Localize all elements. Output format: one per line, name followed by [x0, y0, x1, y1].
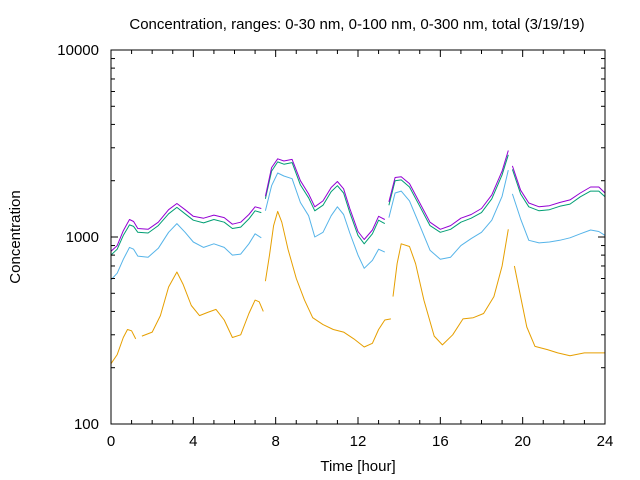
- series-2-line-segment-2: [388, 154, 509, 233]
- series-1-line-segment-2: [388, 169, 509, 260]
- x-tick-label: 20: [514, 433, 531, 450]
- plot-frame: [110, 49, 606, 425]
- series-3-line-segment-1: [264, 158, 386, 240]
- x-axis-label: Time [hour]: [320, 458, 395, 475]
- chart-title: Concentration, ranges: 0-30 nm, 0-100 nm…: [129, 16, 584, 33]
- x-tick-label: 4: [189, 433, 197, 450]
- series-3-line-segment-2: [388, 150, 509, 230]
- series-0-line-segment-4: [513, 265, 605, 357]
- x-tick-label: 16: [432, 433, 449, 450]
- x-tick-label: 24: [597, 433, 614, 450]
- x-tick-label: 12: [350, 433, 367, 450]
- series-3-line-segment-0: [110, 203, 262, 252]
- series-0-line-segment-2: [264, 210, 391, 348]
- axes: 0 4 8 12 16 20 24 100 1000 10000: [57, 42, 613, 450]
- series-1-line-segment-3: [511, 193, 606, 244]
- series-0-line-segment-3: [392, 229, 509, 346]
- series-3-line-segment-3: [511, 165, 606, 208]
- series-2-line-segment-3: [511, 169, 606, 212]
- y-tick-label: 1000: [66, 229, 99, 246]
- series-0-line-segment-0: [110, 329, 137, 364]
- y-tick-label: 10000: [57, 42, 99, 59]
- y-tick-label: 100: [74, 416, 99, 433]
- y-axis-label: Concentration: [7, 190, 24, 283]
- series-1-line-segment-1: [264, 172, 386, 269]
- series-2-line-segment-0: [110, 206, 262, 256]
- x-tick-label: 8: [271, 433, 279, 450]
- series-0-line-segment-1: [141, 271, 264, 338]
- series-2-line-segment-1: [264, 161, 386, 245]
- series-1-line-segment-0: [110, 223, 262, 281]
- x-tick-label: 0: [107, 433, 115, 450]
